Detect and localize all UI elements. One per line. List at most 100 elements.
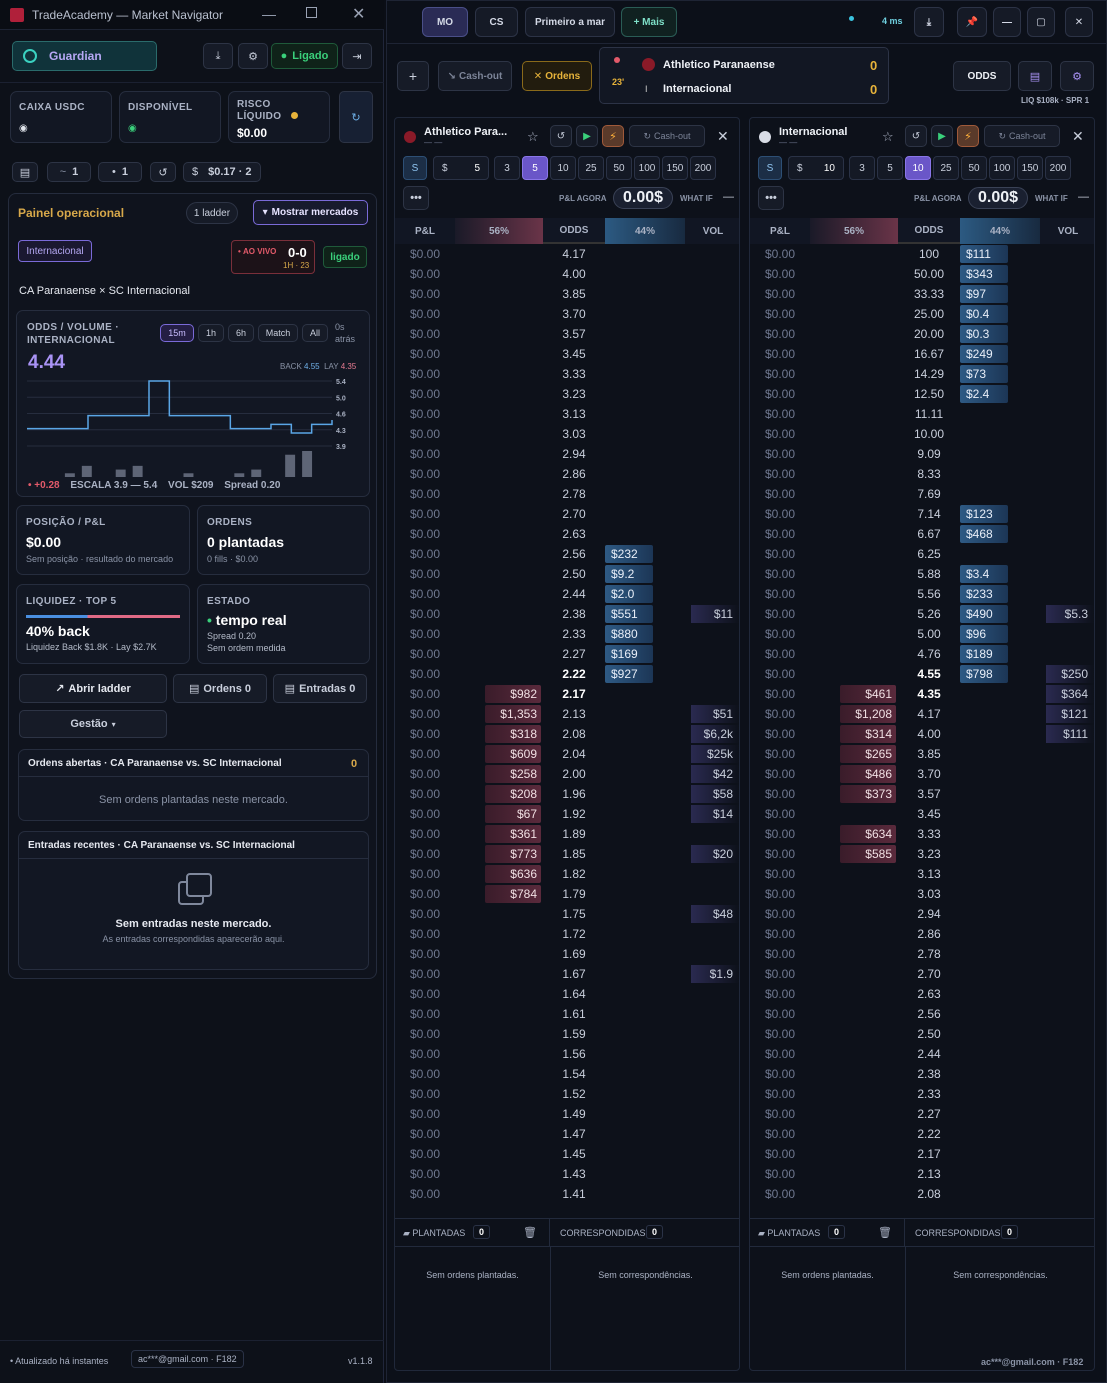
back-cell[interactable] — [960, 405, 1040, 423]
trend-filter[interactable]: ~1 — [47, 162, 91, 182]
side-toggle[interactable]: S — [403, 156, 427, 180]
back-cell[interactable] — [605, 1185, 685, 1203]
lay-cell[interactable] — [455, 385, 543, 403]
download-icon[interactable]: ⤓ — [203, 43, 233, 69]
back-cell[interactable] — [605, 725, 685, 743]
back-cell[interactable] — [960, 1165, 1040, 1183]
back-cell[interactable] — [960, 985, 1040, 1003]
lay-cell[interactable] — [810, 425, 898, 443]
back-cell[interactable] — [605, 425, 685, 443]
lay-cell[interactable] — [810, 1145, 898, 1163]
play-icon[interactable]: ▶ — [576, 125, 598, 147]
panel-cashout-button[interactable]: ↻ Cash-out — [984, 125, 1060, 147]
side-toggle[interactable]: S — [758, 156, 782, 180]
lay-cell[interactable] — [810, 965, 898, 983]
back-cell[interactable]: $0.3 — [960, 325, 1008, 343]
stake-chip[interactable]: 10 — [550, 156, 576, 180]
lay-cell[interactable] — [810, 525, 898, 543]
back-cell[interactable]: $111 — [960, 245, 1008, 263]
logout-icon[interactable]: ⇥ — [342, 43, 372, 69]
back-cell[interactable]: $551 — [605, 605, 653, 623]
back-cell[interactable]: $249 — [960, 345, 1008, 363]
lay-cell[interactable]: $361 — [485, 825, 541, 843]
lay-cell[interactable] — [455, 1085, 543, 1103]
stake-chip[interactable]: 100 — [634, 156, 660, 180]
back-cell[interactable] — [605, 865, 685, 883]
back-cell[interactable] — [605, 785, 685, 803]
lay-cell[interactable] — [810, 1085, 898, 1103]
lay-cell[interactable]: $314 — [840, 725, 896, 743]
back-cell[interactable]: $798 — [960, 665, 1008, 683]
lay-cell[interactable]: $486 — [840, 765, 896, 783]
lay-cell[interactable] — [455, 265, 543, 283]
lay-cell[interactable] — [810, 485, 898, 503]
lay-cell[interactable] — [455, 365, 543, 383]
lay-cell[interactable] — [455, 325, 543, 343]
back-cell[interactable] — [605, 245, 685, 263]
dot-filter[interactable]: • 1 — [98, 162, 142, 182]
back-cell[interactable] — [960, 865, 1040, 883]
minimize-icon[interactable]: — — [993, 7, 1021, 37]
back-cell[interactable]: $232 — [605, 545, 653, 563]
back-cell[interactable]: $189 — [960, 645, 1008, 663]
lay-cell[interactable] — [810, 1005, 898, 1023]
back-cell[interactable]: $927 — [605, 665, 653, 683]
plantadas-tab[interactable]: ▰ PLANTADAS 0 🗑 — [395, 1219, 550, 1247]
lay-cell[interactable] — [455, 585, 543, 603]
back-cell[interactable] — [605, 1065, 685, 1083]
play-icon[interactable]: ▶ — [931, 125, 953, 147]
stake-chip[interactable]: 3 — [849, 156, 875, 180]
back-cell[interactable] — [605, 685, 685, 703]
back-cell[interactable] — [605, 885, 685, 903]
more-icon[interactable]: ••• — [758, 186, 784, 210]
mostrar-mercados-button[interactable]: ▾ Mostrar mercados — [253, 200, 368, 225]
back-cell[interactable] — [960, 1105, 1040, 1123]
back-cell[interactable] — [605, 325, 685, 343]
lay-cell[interactable] — [810, 805, 898, 823]
lay-cell[interactable] — [455, 485, 543, 503]
close-icon[interactable]: ✕ — [1065, 7, 1093, 37]
lay-cell[interactable]: $208 — [485, 785, 541, 803]
lay-cell[interactable] — [810, 585, 898, 603]
stake-input[interactable]: $5 — [433, 156, 489, 180]
back-cell[interactable]: $96 — [960, 625, 1008, 643]
status-toggle[interactable]: ● Ligado — [271, 43, 338, 69]
lay-cell[interactable] — [810, 945, 898, 963]
lay-cell[interactable] — [455, 1005, 543, 1023]
back-cell[interactable] — [605, 1045, 685, 1063]
back-cell[interactable] — [605, 265, 685, 283]
lay-cell[interactable]: $1,208 — [840, 705, 896, 723]
refresh-icon[interactable]: ↻ — [339, 91, 373, 143]
lay-cell[interactable] — [810, 985, 898, 1003]
lay-cell[interactable] — [455, 1185, 543, 1203]
tab-cs[interactable]: CS — [475, 7, 518, 37]
stake-chip[interactable]: 50 — [606, 156, 632, 180]
lay-cell[interactable]: $258 — [485, 765, 541, 783]
stake-chip[interactable]: 200 — [690, 156, 716, 180]
back-cell[interactable] — [960, 425, 1040, 443]
stake-chip[interactable]: 3 — [494, 156, 520, 180]
back-cell[interactable]: $169 — [605, 645, 653, 663]
more-icon[interactable]: ••• — [403, 186, 429, 210]
lay-cell[interactable] — [810, 365, 898, 383]
lay-cell[interactable] — [810, 325, 898, 343]
lay-cell[interactable] — [810, 405, 898, 423]
maximize-icon[interactable] — [306, 7, 317, 18]
back-cell[interactable] — [605, 1125, 685, 1143]
tf-1h[interactable]: 1h — [198, 324, 224, 342]
back-cell[interactable]: $2.4 — [960, 385, 1008, 403]
lay-cell[interactable] — [455, 505, 543, 523]
back-cell[interactable] — [960, 1005, 1040, 1023]
back-cell[interactable] — [605, 1025, 685, 1043]
minimize-icon[interactable]: — — [262, 6, 276, 22]
lay-cell[interactable] — [455, 945, 543, 963]
back-cell[interactable] — [605, 305, 685, 323]
back-cell[interactable] — [960, 825, 1040, 843]
odds-button[interactable]: ODDS — [953, 61, 1011, 91]
lay-cell[interactable] — [810, 465, 898, 483]
lay-cell[interactable]: $634 — [840, 825, 896, 843]
lay-cell[interactable] — [810, 305, 898, 323]
tf-match[interactable]: Match — [258, 324, 298, 342]
correspondidas-tab[interactable]: CORRESPONDIDAS 0 — [905, 1219, 1094, 1247]
close-icon[interactable]: ✕ — [1072, 128, 1084, 144]
